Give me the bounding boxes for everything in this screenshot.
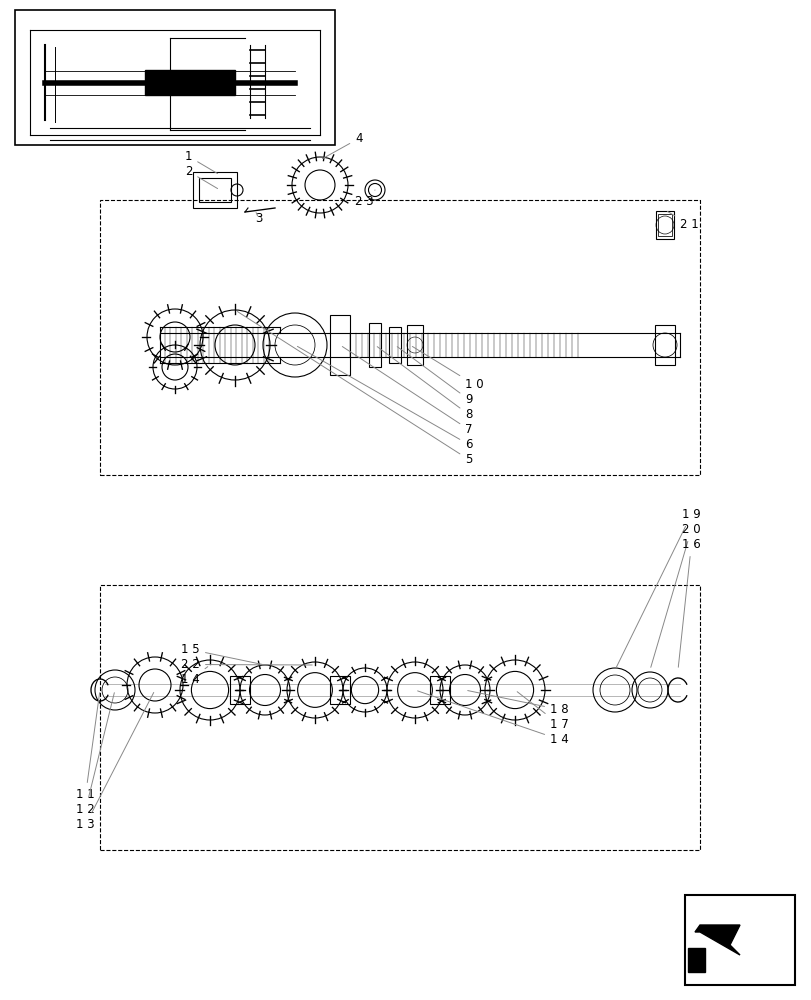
Bar (368, 323, 380, 367)
Text: 1 4: 1 4 (181, 667, 208, 686)
Text: 2 1: 2 1 (667, 211, 698, 231)
Bar (430, 676, 449, 704)
Bar (329, 315, 350, 375)
Bar (230, 676, 250, 704)
Bar (15, 10, 335, 145)
Text: 1 6: 1 6 (677, 538, 700, 667)
Bar (654, 325, 674, 365)
Bar (655, 211, 673, 239)
Text: 6: 6 (297, 346, 472, 451)
Text: 4: 4 (322, 132, 362, 159)
Bar (657, 214, 672, 236)
Text: 8: 8 (377, 347, 472, 421)
Text: 1 1: 1 1 (76, 693, 100, 801)
Bar (388, 327, 401, 363)
Text: 2: 2 (185, 165, 217, 189)
Bar (145, 70, 234, 95)
Text: 2 2: 2 2 (181, 658, 312, 671)
Text: 9: 9 (397, 347, 472, 406)
Text: 1 5: 1 5 (181, 643, 262, 664)
Text: 1 4: 1 4 (417, 691, 568, 746)
Text: 1: 1 (185, 150, 217, 174)
Text: 2 3: 2 3 (354, 190, 375, 208)
Bar (406, 325, 423, 365)
Text: 1 9: 1 9 (616, 508, 700, 668)
Polygon shape (694, 925, 739, 955)
Bar (193, 172, 237, 208)
Text: 2 0: 2 0 (650, 523, 700, 667)
Bar (329, 676, 350, 704)
Text: 1 0: 1 0 (412, 346, 483, 391)
Bar (684, 895, 794, 985)
Bar (100, 200, 699, 475)
Text: 5: 5 (237, 311, 472, 466)
Text: 1 2: 1 2 (76, 693, 114, 816)
Text: 1 7: 1 7 (517, 692, 568, 731)
Text: 7: 7 (342, 347, 472, 436)
Text: 1 3: 1 3 (76, 692, 153, 831)
Bar (199, 178, 230, 202)
Text: 1 8: 1 8 (467, 691, 568, 716)
Polygon shape (687, 948, 704, 972)
Text: 3: 3 (255, 212, 262, 225)
Bar (100, 585, 699, 850)
